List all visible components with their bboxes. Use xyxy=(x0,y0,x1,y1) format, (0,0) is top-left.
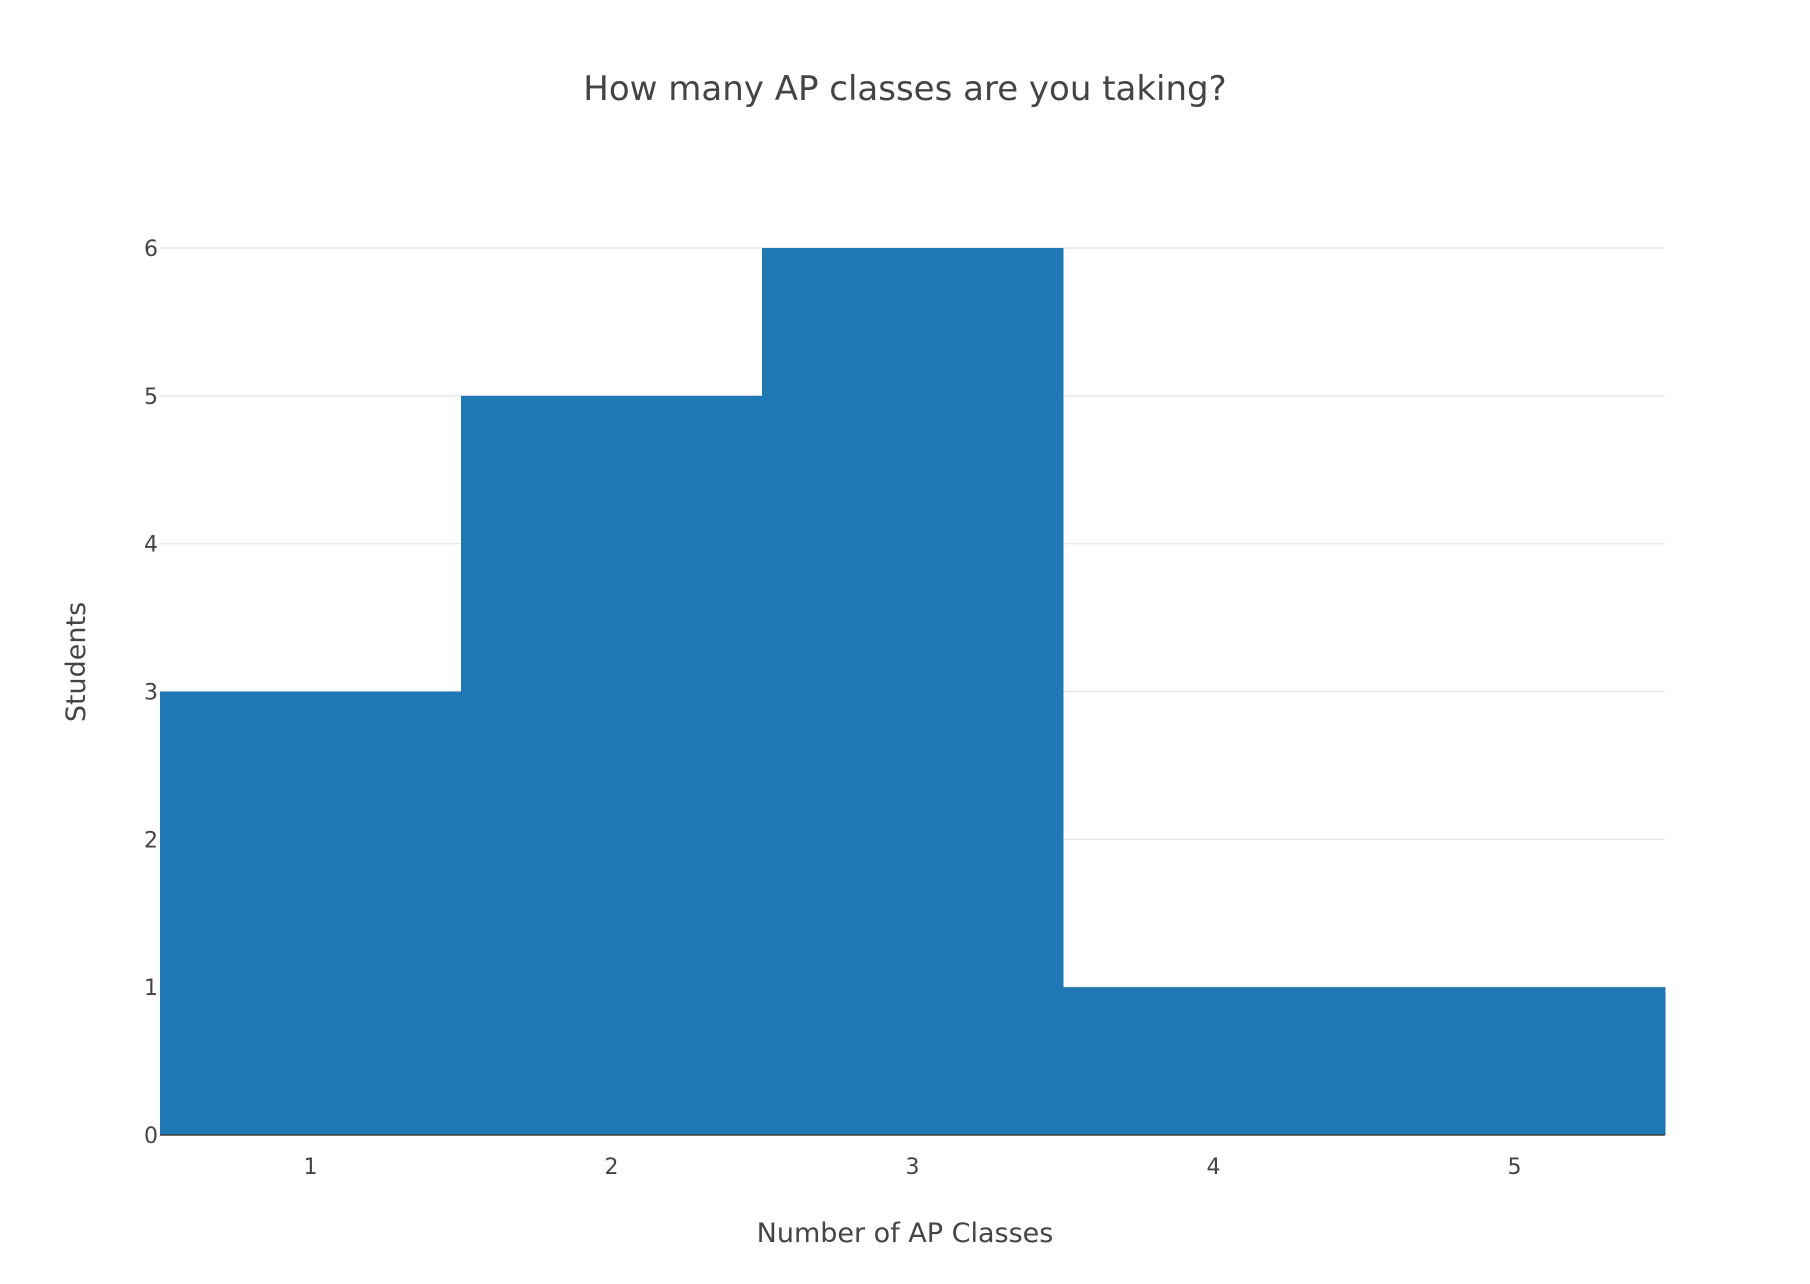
bar-5[interactable] xyxy=(1364,987,1666,1135)
y-tick-label-4: 4 xyxy=(144,533,158,558)
y-tick-label-1: 1 xyxy=(144,976,158,1001)
y-tick-label-6: 6 xyxy=(144,237,158,262)
bar-4[interactable] xyxy=(1063,987,1365,1135)
x-tick-label-1: 1 xyxy=(304,1155,318,1180)
x-tick-label-4: 4 xyxy=(1207,1155,1221,1180)
x-axis-title: Number of AP Classes xyxy=(757,1218,1054,1249)
y-tick-label-0: 0 xyxy=(144,1124,158,1149)
y-tick-label-3: 3 xyxy=(144,681,158,706)
y-tick-label-5: 5 xyxy=(144,385,158,410)
chart-title: How many AP classes are you taking? xyxy=(583,69,1226,109)
bar-3[interactable] xyxy=(762,248,1064,1135)
x-tick-label-3: 3 xyxy=(906,1155,920,1180)
x-tick-label-5: 5 xyxy=(1508,1155,1522,1180)
x-tick-label-2: 2 xyxy=(605,1155,619,1180)
bar-1[interactable] xyxy=(160,691,462,1136)
bars xyxy=(160,248,1666,1135)
bar-2[interactable] xyxy=(461,395,763,1135)
y-tick-label-2: 2 xyxy=(144,828,158,853)
tick-labels: 0 1 2 3 4 5 6 1 2 3 4 5 xyxy=(144,237,1522,1180)
y-axis-title: Students xyxy=(61,602,92,722)
